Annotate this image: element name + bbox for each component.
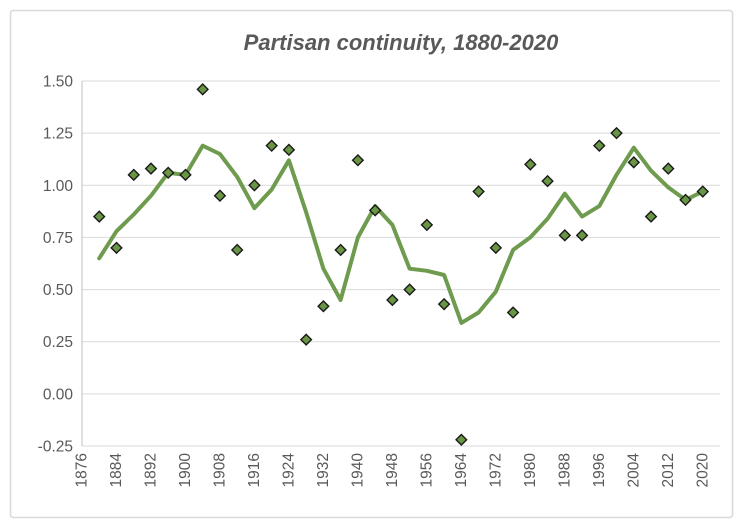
data-point-diamond xyxy=(593,139,606,152)
x-tick-label: 2012 xyxy=(660,453,677,487)
y-tick-label: 1.25 xyxy=(43,126,73,143)
y-tick-label: -0.25 xyxy=(38,439,73,456)
data-point-diamond xyxy=(299,333,313,346)
data-point-diamond xyxy=(92,210,106,223)
x-tick-label: 1884 xyxy=(108,453,125,488)
x-tick-label: 1916 xyxy=(246,453,263,487)
data-point-diamond xyxy=(610,126,623,140)
y-tick-label: 1.00 xyxy=(43,178,74,195)
data-point-diamond xyxy=(506,306,520,319)
x-tick-label: 1908 xyxy=(211,453,228,487)
x-tick-label: 1900 xyxy=(177,453,194,488)
data-point-diamond xyxy=(351,153,365,167)
data-point-diamond xyxy=(161,166,175,180)
y-tick-label: 0.25 xyxy=(43,334,73,351)
chart-title: Partisan continuity, 1880-2020 xyxy=(244,30,559,55)
x-tick-label: 1972 xyxy=(487,453,504,487)
y-tick-label: 0.50 xyxy=(43,282,74,299)
x-tick-label: 1988 xyxy=(556,453,573,487)
x-tick-label: 1964 xyxy=(453,453,470,488)
x-tick-label: 2020 xyxy=(694,453,711,488)
data-point-diamond xyxy=(661,162,675,175)
y-tick-label: 0.00 xyxy=(43,386,74,403)
x-tick-label: 1980 xyxy=(522,453,539,488)
data-point-diamond xyxy=(644,210,658,223)
x-tick-label: 1956 xyxy=(418,453,435,487)
data-point-diamond xyxy=(679,193,692,207)
data-point-diamond xyxy=(627,156,641,169)
data-point-diamond xyxy=(696,185,710,198)
data-point-diamond xyxy=(403,283,416,296)
data-point-diamond xyxy=(179,168,192,182)
data-point-diamond xyxy=(368,204,382,217)
y-axis-labels: 1.50 1.25 1.00 0.75 0.50 0.25 0.00 -0.25 xyxy=(38,74,74,456)
data-point-diamond xyxy=(144,162,158,175)
x-tick-label: 1876 xyxy=(74,453,91,487)
data-point-diamond xyxy=(110,241,123,255)
data-point-diamond xyxy=(437,297,451,311)
data-point-diamond xyxy=(282,143,296,157)
data-point-diamond xyxy=(541,174,554,188)
data-point-diamond xyxy=(334,243,347,257)
data-point-diamond xyxy=(455,433,468,447)
y-tick-label: 0.75 xyxy=(43,230,73,247)
data-point-diamond xyxy=(489,241,503,255)
y-tick-label: 1.50 xyxy=(43,74,74,91)
data-point-diamond xyxy=(127,168,141,182)
data-point-diamond xyxy=(420,218,434,232)
gridlines-group xyxy=(82,80,720,447)
x-axis-labels: 1876 1884 1892 1900 1908 1916 1924 1932 1940 1948… xyxy=(74,453,712,488)
scatter-markers-group xyxy=(92,83,710,447)
x-tick-label: 1932 xyxy=(315,453,332,487)
data-point-diamond xyxy=(230,243,244,257)
data-point-diamond xyxy=(524,158,537,171)
x-tick-label: 1948 xyxy=(384,453,401,487)
chart-border xyxy=(9,9,734,519)
x-tick-label: 1892 xyxy=(142,453,159,487)
data-point-diamond xyxy=(265,139,278,152)
x-tick-label: 2004 xyxy=(625,453,642,488)
trend-line xyxy=(97,143,705,325)
data-point-diamond xyxy=(317,299,330,313)
data-point-diamond xyxy=(213,189,227,203)
data-point-diamond xyxy=(386,293,399,307)
data-point-diamond xyxy=(196,83,209,96)
x-tick-label: 1940 xyxy=(349,453,366,488)
data-point-diamond xyxy=(575,229,589,242)
data-point-diamond xyxy=(248,178,261,192)
x-tick-label: 1924 xyxy=(280,453,297,488)
data-point-diamond xyxy=(558,229,572,242)
data-point-diamond xyxy=(472,185,485,198)
x-tick-label: 1996 xyxy=(591,453,608,487)
